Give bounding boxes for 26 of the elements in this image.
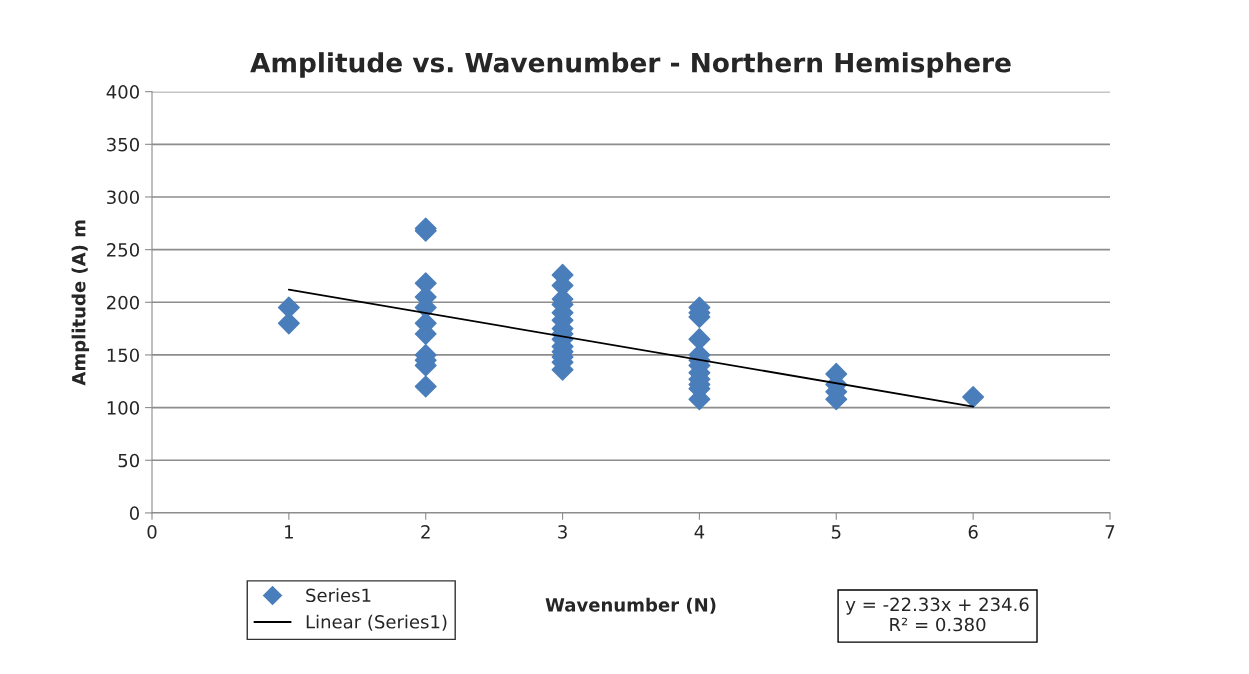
y-tick-label: 200 <box>107 295 139 310</box>
y-tick-label: 350 <box>107 137 139 152</box>
y-tick-label: 250 <box>107 243 139 257</box>
point <box>277 312 300 335</box>
x-tick-label: 4 <box>694 525 705 539</box>
y-tick-label: 0 <box>129 506 139 521</box>
x-tick-label: 5 <box>831 525 841 539</box>
x-tick-label: 3 <box>558 525 567 539</box>
point <box>962 386 985 409</box>
y-tick-label: 50 <box>118 453 139 468</box>
text: y = -22.33x + 234.6 R² = 0.380 <box>845 597 1029 632</box>
chart-title: Amplitude vs. Wavenumber - Northern Hemisphere <box>250 52 1011 78</box>
x-axis-title: Wavenumber (N) <box>545 597 716 614</box>
y-tick-label: 100 <box>107 401 139 415</box>
x-tick-label: 2 <box>421 525 430 539</box>
x-tick-label: 1 <box>285 525 293 539</box>
x-tick-label: 6 <box>968 525 978 539</box>
legend-label: Series1 <box>306 588 371 603</box>
x-tick-label: 7 <box>1105 525 1115 539</box>
legend-label: Linear (Series1) <box>306 614 447 631</box>
y-tick-label: 150 <box>107 348 139 363</box>
y-axis-title: Amplitude (A) m <box>71 220 90 386</box>
y-tick-label: 400 <box>106 85 139 99</box>
point <box>414 375 437 398</box>
x-tick-label: 0 <box>147 525 157 539</box>
y-tick-label: 300 <box>107 190 139 205</box>
